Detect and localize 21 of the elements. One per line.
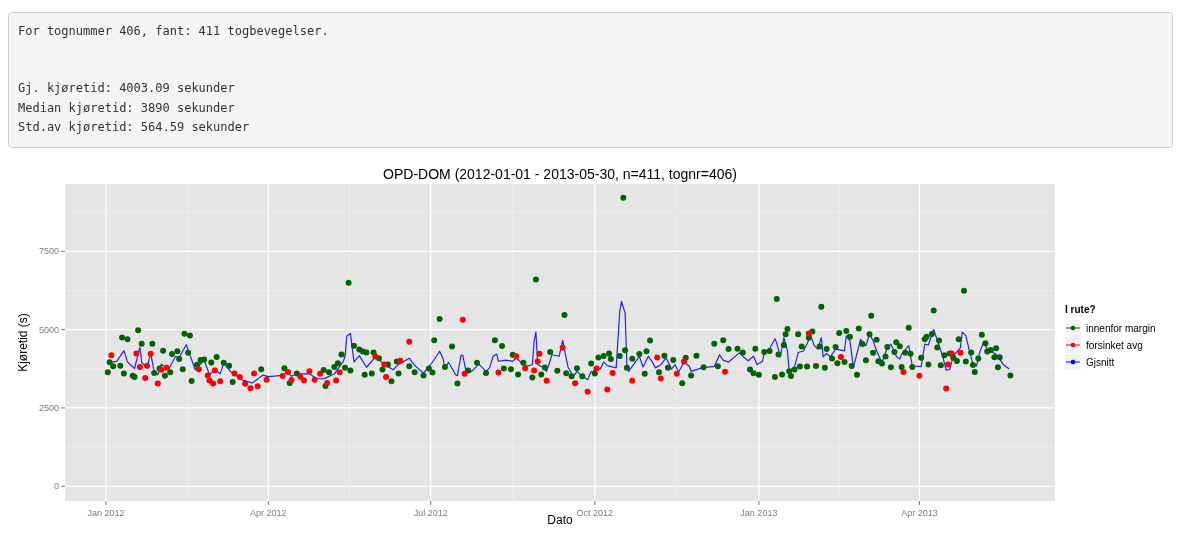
text: Median kjøretid: 3890 sekunder: [18, 100, 235, 115]
x-tick-label: Oct 2012: [576, 508, 614, 518]
y-axis-title: Kjøretid (s): [16, 313, 30, 372]
y-tick-label: 0: [53, 481, 59, 492]
chart-title: OPD-DOM (2012-01-01 - 2013-05-30, n=411, tognr=406): [383, 166, 737, 182]
text: For tognummer 406, fant: 411 togbevegelser.: [18, 24, 329, 38]
x-tick-label: Jan 2012: [87, 508, 125, 518]
legend-title: I rute?: [1065, 304, 1096, 315]
text: Std.av kjøretid: 564.59 sekunder: [18, 120, 250, 134]
legend-label: Gjsnitt: [1086, 356, 1115, 368]
y-tick-label: 5000: [38, 324, 59, 335]
x-tick-label: Jan 2013: [740, 508, 778, 518]
y-tick-label: 7500: [38, 246, 59, 257]
x-tick-label: Apr 2012: [250, 508, 287, 518]
text: Gj. kjøretid: 4003.09 sekunder: [18, 81, 235, 95]
x-axis-title: Dato: [547, 513, 573, 527]
x-tick-label: Jul 2012: [413, 508, 448, 518]
legend-label: innenfor margin: [1086, 322, 1156, 334]
y-tick-label: 2500: [38, 403, 59, 414]
x-tick-label: Apr 2013: [901, 508, 938, 518]
legend-label: forsinket avg: [1086, 339, 1143, 351]
